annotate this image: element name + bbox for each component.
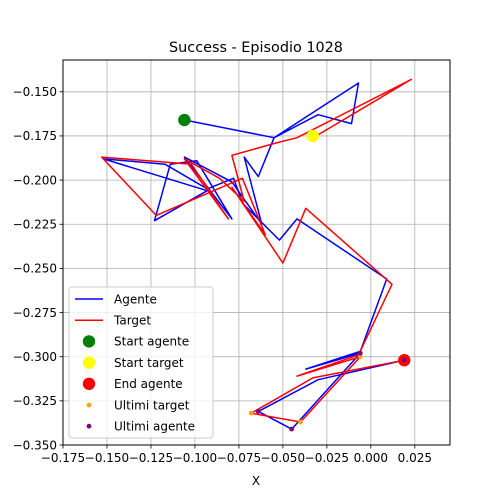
plot-frame bbox=[62, 59, 451, 446]
x-tick-label: −0.050 bbox=[261, 451, 305, 465]
y-tick-label: −0.350 bbox=[13, 438, 57, 452]
legend-label-agente: Agente bbox=[114, 292, 157, 306]
legend-label-start-agente: Start agente bbox=[114, 335, 189, 349]
marker-ultimi-agente bbox=[357, 350, 363, 356]
legend-swatch-start-target bbox=[82, 356, 96, 369]
y-tick-label: −0.175 bbox=[13, 129, 57, 143]
marker-ultimi-agente bbox=[255, 409, 261, 414]
legend-swatch-ultimi-agente bbox=[86, 423, 92, 429]
y-tick-label: −0.300 bbox=[13, 350, 57, 364]
x-tick-label: 0.025 bbox=[398, 451, 432, 465]
marker-start-agente bbox=[178, 113, 191, 127]
legend-label-ultimi-target: Ultimi target bbox=[114, 398, 190, 412]
legend-box bbox=[68, 286, 214, 439]
x-tick-label: −0.075 bbox=[217, 451, 261, 465]
y-tick-label: −0.250 bbox=[13, 262, 57, 276]
legend-label-start-target: Start target bbox=[114, 356, 184, 370]
marker-ultimi-target bbox=[298, 419, 303, 425]
x-tick-label: −0.150 bbox=[85, 451, 129, 465]
legend-label-ultimi-agente: Ultimi agente bbox=[114, 420, 195, 434]
marker-ultimi-target bbox=[357, 354, 363, 360]
legend-swatch-ultimi-target bbox=[86, 402, 92, 408]
marker-ultimi-agente bbox=[289, 426, 295, 432]
legend: Agente Target Start agente Start target End … bbox=[68, 286, 214, 439]
x-axis-label: X bbox=[252, 474, 260, 488]
marker-ultimi-agente bbox=[401, 357, 407, 363]
y-tick-label: −0.225 bbox=[13, 218, 57, 232]
y-tick-label: −0.150 bbox=[13, 85, 57, 99]
x-tick-label: −0.125 bbox=[129, 451, 173, 465]
legend-label-target: Target bbox=[113, 314, 151, 328]
y-tick-label: −0.325 bbox=[13, 394, 57, 408]
legend-label-end-agente: End agente bbox=[114, 377, 183, 391]
y-tick-label: −0.200 bbox=[13, 173, 57, 187]
series-layer bbox=[100, 78, 413, 432]
legend-swatch-end-agente bbox=[82, 377, 96, 390]
x-tick-label: −0.100 bbox=[173, 451, 217, 465]
ticks: −0.175 −0.150 −0.125 −0.100 −0.075 −0.050 −0.0… bbox=[13, 85, 432, 465]
x-tick-label: 0.000 bbox=[354, 451, 388, 465]
plot-area bbox=[100, 78, 413, 432]
marker-start-target bbox=[306, 129, 319, 143]
series-line-target bbox=[100, 78, 413, 423]
x-tick-label: −0.175 bbox=[41, 451, 85, 465]
y-tick-label: −0.275 bbox=[13, 306, 57, 320]
chart-title: Success - Episodio 1028 bbox=[169, 40, 343, 56]
marker-ultimi-target bbox=[248, 410, 254, 416]
x-tick-label: −0.025 bbox=[305, 451, 349, 465]
legend-swatch-start-agente bbox=[82, 335, 96, 348]
